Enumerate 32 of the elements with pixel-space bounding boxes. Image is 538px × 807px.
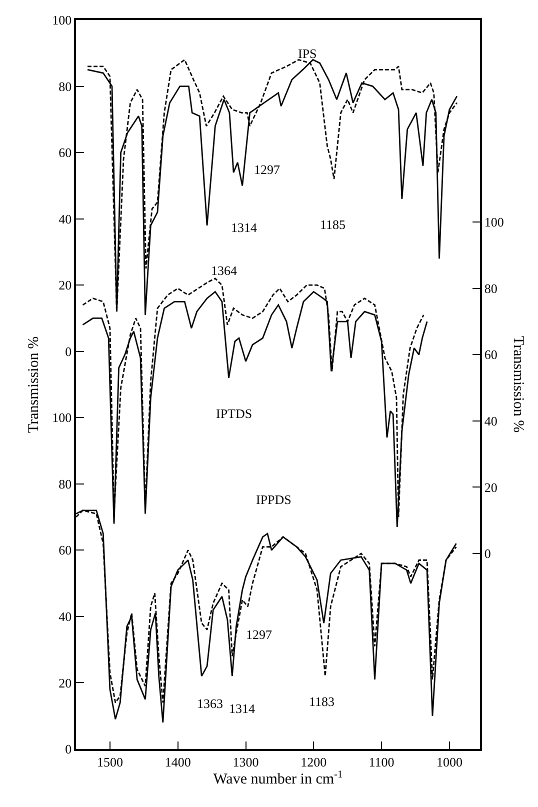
annotation: IPTDS (216, 406, 252, 421)
y-tick-label: 80 (58, 78, 72, 94)
annotation: 1297 (254, 162, 280, 177)
x-tick-label: 1000 (436, 754, 462, 770)
y-tick-label: 40 (58, 211, 72, 226)
annotation: 1185 (320, 217, 346, 232)
annotation: 1314 (231, 220, 258, 235)
y2-tick-label: 80 (484, 280, 498, 296)
y2-tick-label: 40 (484, 414, 498, 428)
y-tick-label: 0 (65, 344, 72, 359)
annotation: 1183 (309, 694, 335, 709)
y-tick-label: 20 (58, 278, 72, 293)
x-tick-label: 1400 (164, 754, 191, 770)
y2-tick-label: 0 (484, 546, 491, 562)
y2-tick-label: 100 (484, 214, 504, 230)
y2-axis-title: Transmission % (510, 336, 526, 433)
y-axis-title: Transmission % (26, 336, 42, 433)
annotation: IPPDS (256, 492, 292, 507)
annotation: 1364 (211, 263, 238, 278)
x-tick-label: 1300 (232, 754, 259, 770)
annotation: 1363 (197, 696, 223, 711)
annotation: IPS (298, 46, 317, 61)
y-tick-label: 100 (52, 12, 72, 28)
x-tick-label: 1500 (96, 754, 123, 770)
y2-tick-label: 60 (484, 347, 498, 362)
y-tick-label: 60 (58, 145, 72, 160)
annotation: 1314 (229, 701, 256, 716)
x-tick-label: 1200 (300, 754, 327, 770)
x-tick-label: 1100 (368, 754, 394, 770)
y2-tick-label: 20 (484, 480, 498, 495)
annotation: 1297 (246, 627, 272, 642)
x-axis-title: Wave number in cm$^{-1}$ (213, 769, 343, 788)
